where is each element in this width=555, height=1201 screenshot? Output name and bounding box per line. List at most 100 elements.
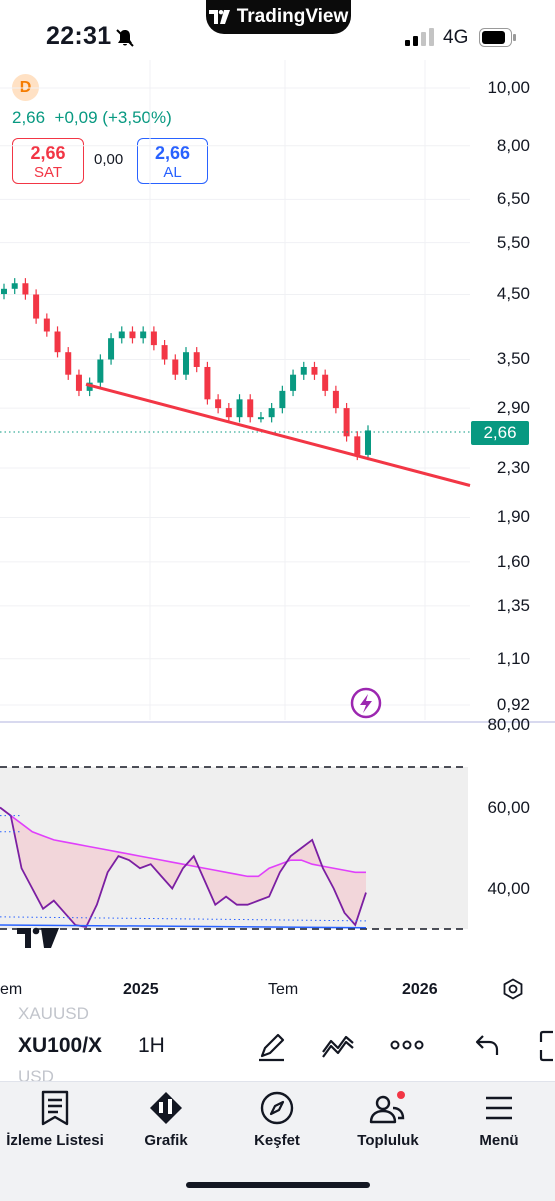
candle-body bbox=[54, 331, 61, 353]
candle-body bbox=[204, 366, 211, 400]
rsi-ma-line bbox=[0, 806, 366, 878]
nav-community[interactable]: Topluluk bbox=[333, 1090, 443, 1149]
nav-menu-label: Menü bbox=[479, 1132, 519, 1149]
buy-price: 2,66 bbox=[154, 143, 191, 163]
price-axis-label-6: 2,90 bbox=[496, 398, 530, 418]
fullscreen-icon[interactable] bbox=[539, 1030, 555, 1062]
nav-chart[interactable]: Grafik bbox=[111, 1090, 221, 1149]
candle-body bbox=[215, 399, 222, 409]
rsi-line bbox=[0, 806, 367, 928]
candle-body bbox=[129, 331, 136, 339]
time-axis-label-0: em bbox=[0, 981, 23, 998]
price-axis-label-7: 2,30 bbox=[496, 458, 530, 478]
spread-value: 0,00 bbox=[94, 151, 124, 168]
rsi-indicator bbox=[0, 806, 367, 929]
symbol-selector[interactable]: XU100/X bbox=[18, 1034, 103, 1057]
candle-body bbox=[236, 399, 243, 418]
price-axis-label-12: 0,92 bbox=[496, 695, 530, 714]
candle-body bbox=[11, 283, 18, 289]
price-axis-label-8: 1,90 bbox=[496, 507, 530, 527]
candle-body bbox=[161, 345, 168, 360]
candle-body bbox=[193, 352, 200, 367]
tradingview-logo-icon bbox=[208, 10, 230, 24]
nav-menu[interactable]: Menü bbox=[444, 1090, 554, 1149]
rsi-axis-label-1: 60,00 bbox=[487, 797, 530, 817]
candle-body bbox=[22, 283, 29, 295]
buy-label: AL bbox=[163, 164, 182, 181]
price-change-line: 2,66 +0,09 (+3,50%) bbox=[12, 108, 172, 128]
time-axis-label-1: 2025 bbox=[123, 981, 159, 998]
status-bar: 22:31 TradingView 4G bbox=[0, 0, 555, 72]
price-change-pct: (+3,50%) bbox=[102, 108, 172, 127]
candle-body bbox=[290, 374, 297, 391]
candle-body bbox=[97, 359, 104, 383]
tradingview-watermark-icon bbox=[17, 927, 59, 948]
chart-icon bbox=[150, 1092, 182, 1124]
price-axis-label-11: 1,10 bbox=[496, 648, 530, 668]
nav-chart-label: Grafik bbox=[144, 1132, 188, 1149]
signal-icon bbox=[405, 28, 434, 46]
nav-community-label: Topluluk bbox=[357, 1132, 419, 1149]
drawing-tool-icon[interactable] bbox=[256, 1030, 288, 1062]
candle-body bbox=[33, 294, 40, 319]
rsi-support-line bbox=[0, 924, 367, 929]
status-time: 22:31 bbox=[46, 22, 112, 50]
nav-watchlist[interactable]: İzleme Listesi bbox=[0, 1090, 110, 1149]
candle-body bbox=[257, 417, 264, 420]
tradingview-pill[interactable]: TradingView bbox=[206, 0, 351, 34]
rsi-axis-label-0: 80,00 bbox=[487, 715, 530, 734]
candle-body bbox=[279, 390, 286, 409]
watchlist-icon bbox=[41, 1090, 69, 1126]
price-axis-label-10: 1,35 bbox=[496, 595, 530, 615]
price-axis-label-9: 1,60 bbox=[496, 551, 530, 571]
candle-body bbox=[343, 408, 350, 437]
candle-body bbox=[268, 408, 275, 418]
rsi-axis-label-2: 40,00 bbox=[487, 878, 530, 898]
compass-icon bbox=[260, 1091, 294, 1125]
undo-icon[interactable] bbox=[474, 1033, 500, 1057]
nav-watchlist-label: İzleme Listesi bbox=[6, 1132, 104, 1149]
sell-price: 2,66 bbox=[30, 143, 66, 163]
candle-body bbox=[108, 338, 115, 360]
network-type: 4G bbox=[443, 27, 469, 48]
bell-muted-icon bbox=[116, 29, 134, 47]
price-axis-label-5: 3,50 bbox=[496, 349, 530, 369]
candle-body bbox=[140, 331, 147, 339]
more-options-icon[interactable] bbox=[390, 1038, 424, 1052]
candle-body bbox=[65, 352, 72, 375]
trendline[interactable] bbox=[85, 382, 471, 487]
candle-body bbox=[43, 318, 50, 332]
price-axis-label-2: 6,50 bbox=[496, 189, 530, 209]
last-price: 2,66 bbox=[12, 108, 46, 127]
chart-settings-icon[interactable] bbox=[502, 978, 524, 1000]
sell-button[interactable]: 2,66 SAT bbox=[12, 138, 84, 184]
candle-body bbox=[183, 352, 189, 375]
candle-body bbox=[322, 374, 329, 391]
pill-label: TradingView bbox=[236, 6, 349, 27]
chart-grid bbox=[0, 60, 470, 720]
candle-body bbox=[225, 408, 232, 418]
timeframe-selector[interactable]: 1H bbox=[138, 1034, 165, 1057]
nav-explore[interactable]: Keşfet bbox=[222, 1090, 332, 1149]
candle-body bbox=[311, 366, 318, 375]
candle-body bbox=[118, 331, 125, 339]
candle-body bbox=[75, 374, 82, 391]
community-icon bbox=[369, 1091, 405, 1124]
candle-body bbox=[354, 436, 361, 455]
indicators-icon[interactable] bbox=[321, 1032, 355, 1058]
lightning-button[interactable] bbox=[350, 687, 382, 719]
battery-icon bbox=[479, 28, 516, 47]
price-axis-label-1: 8,00 bbox=[496, 135, 530, 155]
candle-body bbox=[332, 390, 339, 409]
price-axis-label-3: 5,50 bbox=[496, 232, 530, 252]
home-indicator[interactable] bbox=[186, 1182, 370, 1188]
menu-icon bbox=[486, 1096, 512, 1120]
last-price-tag: 2,66 bbox=[471, 421, 529, 445]
buy-button[interactable]: 2,66 AL bbox=[137, 138, 208, 184]
candle-body bbox=[365, 430, 371, 455]
nav-explore-label: Keşfet bbox=[254, 1132, 300, 1149]
candle-series bbox=[1, 278, 371, 461]
candle-body bbox=[247, 399, 254, 418]
price-chart[interactable] bbox=[0, 0, 555, 1010]
price-change: +0,09 bbox=[54, 108, 98, 127]
